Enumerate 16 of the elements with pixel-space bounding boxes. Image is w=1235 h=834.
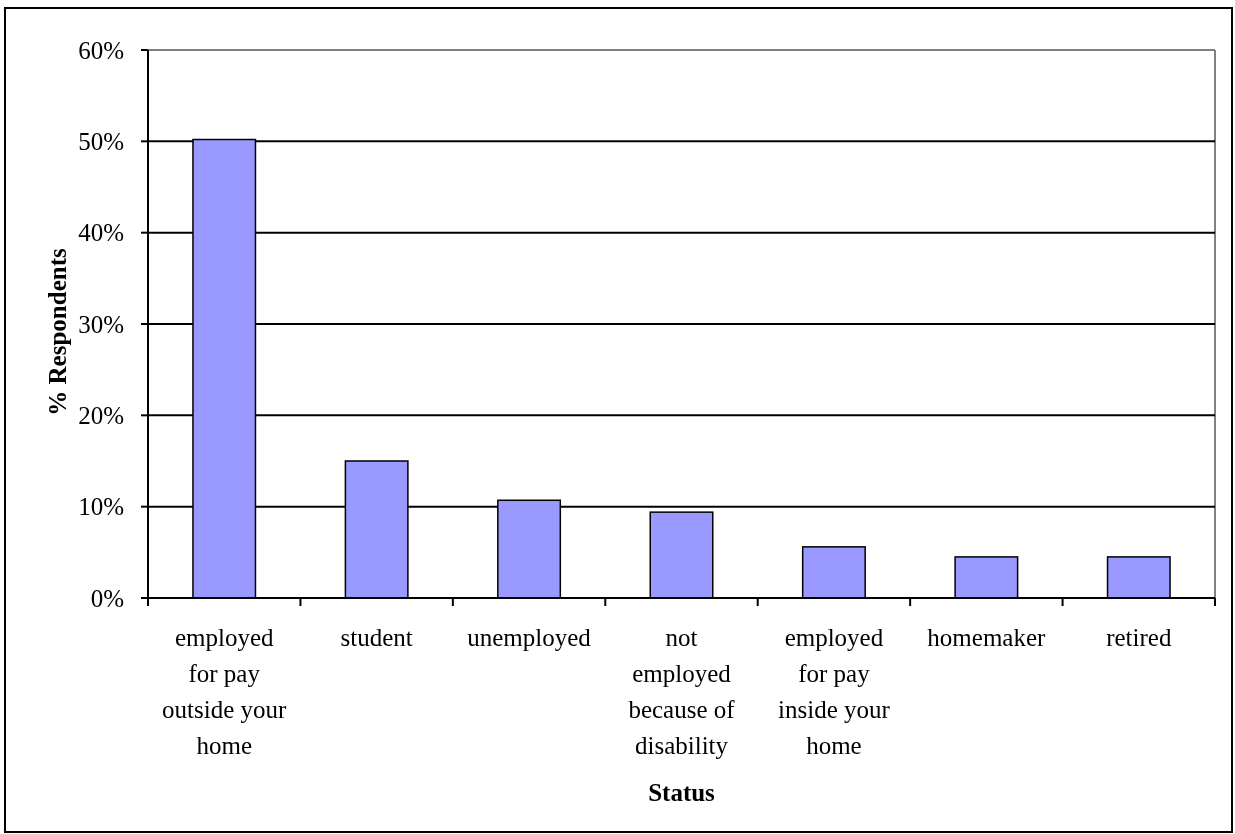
x-axis-title: Status xyxy=(648,779,716,806)
x-tick-label: unemployed xyxy=(467,624,592,651)
x-tick-label: employed for pay inside your home xyxy=(778,624,891,759)
x-tick-label: homemaker xyxy=(927,624,1047,651)
x-tick-label: not employed because of disability xyxy=(628,624,736,759)
y-tick-label: 10% xyxy=(78,493,124,521)
y-tick-label: 40% xyxy=(78,219,124,247)
x-tick-label: student xyxy=(340,624,413,651)
y-tick-label: 30% xyxy=(78,310,124,338)
y-tick-label: 50% xyxy=(78,128,124,156)
y-axis-title: % Respondents xyxy=(44,248,71,416)
x-tick-label: retired xyxy=(1106,624,1172,651)
y-tick-label: 20% xyxy=(78,402,124,430)
x-tick-label: employed for pay outside your home xyxy=(162,624,288,759)
y-tick-label: 60% xyxy=(78,36,124,64)
y-tick-label: 0% xyxy=(90,584,124,612)
